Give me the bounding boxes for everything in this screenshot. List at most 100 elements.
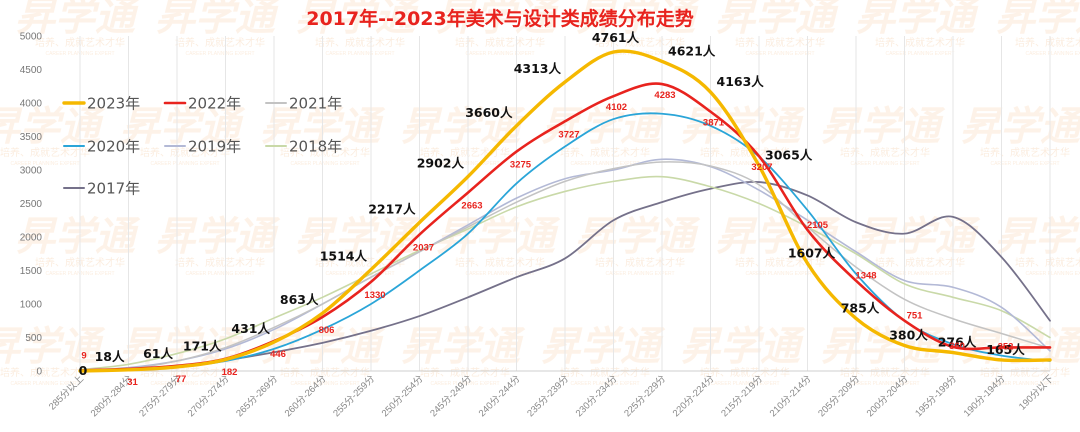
- series-line: [78, 49, 1052, 373]
- legend-item: 2020年: [63, 138, 140, 156]
- watermark-tagline: CAREER PLANNING EXPERT: [850, 161, 919, 167]
- series-lines: [78, 49, 1052, 373]
- watermark-tagline: CAREER PLANNING EXPERT: [990, 381, 1059, 387]
- data-label-2023: 380人: [889, 328, 928, 343]
- data-label-2023: 3660人: [465, 105, 513, 120]
- series-line: [79, 161, 1051, 372]
- y-tick-label: 5000: [20, 32, 43, 43]
- watermark-tagline: CAREER PLANNING EXPERT: [465, 271, 534, 277]
- watermark-logo: 昇学通: [575, 0, 701, 40]
- data-label-2022: 9: [81, 350, 86, 361]
- watermark-slogan: 培养、成就艺术才华: [280, 366, 370, 379]
- watermark-logo: 昇学通: [995, 0, 1080, 40]
- y-tick-label: 4000: [20, 99, 43, 110]
- data-label-2022: 806: [319, 325, 335, 336]
- watermark-tagline: CAREER PLANNING EXPERT: [570, 381, 639, 387]
- watermark-tagline: CAREER PLANNING EXPERT: [325, 51, 394, 57]
- series-2018年: [79, 175, 1051, 371]
- x-tick-label: 190分-194分: [962, 373, 1008, 419]
- data-label-2023: 2902人: [417, 156, 465, 171]
- data-label-2023: 3065人: [765, 148, 813, 163]
- watermark-slogan: 培养、成就艺术才华: [420, 366, 510, 379]
- watermark-slogan: 培养、成就艺术才华: [1015, 256, 1080, 269]
- x-tick-label: 200分-204分: [865, 373, 911, 419]
- series-line: [79, 158, 1051, 372]
- x-tick-label: 215分-219分: [719, 373, 765, 419]
- watermark-tagline: CAREER PLANNING EXPERT: [150, 381, 219, 387]
- watermark-logo: 昇学通: [0, 324, 106, 370]
- grid: [79, 36, 1051, 371]
- legend-item: 2023年: [62, 95, 140, 113]
- watermark-tagline: CAREER PLANNING EXPERT: [465, 51, 534, 57]
- data-label-2023: 18人: [95, 349, 125, 364]
- x-tick-label: 285分以上: [47, 373, 86, 412]
- watermark-logo: 昇学通: [400, 104, 526, 150]
- watermark-slogan: 培养、成就艺术才华: [875, 256, 965, 269]
- legend-label: 2020年: [87, 138, 140, 156]
- x-tick-label: 205分-209分: [816, 373, 862, 419]
- watermark-tagline: CAREER PLANNING EXPERT: [570, 161, 639, 167]
- data-label-2023: 4761人: [592, 30, 640, 45]
- watermark-logo: 昇学通: [855, 0, 981, 40]
- watermark-slogan: 培养、成就艺术才华: [560, 146, 650, 159]
- data-label-2022: 446: [270, 349, 286, 360]
- watermark-slogan: 培养、成就艺术才华: [280, 146, 370, 159]
- legend-label: 2019年: [188, 138, 241, 156]
- series-line: [79, 175, 1051, 371]
- watermark-logo: 昇学通: [540, 104, 666, 150]
- watermark-slogan: 培养、成就艺术才华: [0, 366, 90, 379]
- chart-title: 2017年--2023年美术与设计类成绩分布走势: [306, 7, 694, 30]
- watermark-logo: 昇学通: [295, 0, 421, 40]
- x-axis: 285分以上 280分-284分 275分-279分 270分-274分 265分-26…: [47, 373, 1056, 419]
- legend-label: 2021年: [289, 95, 342, 113]
- legend-label: 2018年: [289, 138, 342, 156]
- data-label-2022: 4283: [654, 90, 675, 101]
- watermark-tagline: CAREER PLANNING EXPERT: [430, 381, 499, 387]
- legend-item: 2022年: [163, 95, 241, 113]
- watermark-tagline: CAREER PLANNING EXPERT: [710, 381, 779, 387]
- watermark-slogan: 培养、成就艺术才华: [840, 146, 930, 159]
- watermark-logo: 昇学通: [120, 104, 246, 150]
- watermark-slogan: 培养、成就艺术才华: [1015, 36, 1080, 49]
- series-2023年: [78, 49, 1052, 373]
- watermark-slogan: 培养、成就艺术才华: [455, 256, 545, 269]
- data-label-2022: 1348: [855, 271, 876, 282]
- watermark-tagline: CAREER PLANNING EXPERT: [850, 381, 919, 387]
- data-label-2022: 2105: [807, 220, 829, 231]
- data-label-2022: 751: [907, 311, 924, 322]
- watermark-slogan: 培养、成就艺术才华: [700, 366, 790, 379]
- data-label-2022: 360: [949, 341, 965, 352]
- data-label-2022: 4102: [606, 102, 627, 113]
- data-label-2022: 2663: [461, 201, 482, 212]
- data-label-2023: 276人: [938, 335, 977, 350]
- data-label-2022: 3871: [703, 118, 725, 129]
- watermark-tagline: CAREER PLANNING EXPERT: [885, 271, 954, 277]
- watermark-tagline: CAREER PLANNING EXPERT: [1025, 271, 1080, 277]
- x-tick-label: 220分-224分: [671, 373, 717, 419]
- data-labels: 0 18人 61人 171人 431人 863人 1514人 2217人 2902人 3660人 4…: [79, 30, 1026, 388]
- y-tick-label: 4500: [20, 65, 43, 76]
- data-label-2023: 0: [79, 363, 88, 378]
- legend-label: 2017年: [87, 180, 140, 198]
- watermark-logo: 昇学通: [540, 324, 666, 370]
- watermark-tagline: CAREER PLANNING EXPERT: [605, 271, 674, 277]
- watermark-tagline: CAREER PLANNING EXPERT: [430, 161, 499, 167]
- watermark-tagline: CAREER PLANNING EXPERT: [885, 51, 954, 57]
- data-label-2023: 4313人: [514, 61, 562, 76]
- x-tick-label: 245分-249分: [428, 373, 474, 419]
- watermark-logo: 昇学通: [820, 324, 946, 370]
- y-tick-label: 2500: [20, 199, 43, 210]
- watermark-logo: 昇学通: [155, 0, 281, 40]
- watermark-slogan: 培养、成就艺术才华: [175, 36, 265, 49]
- watermark-tagline: CAREER PLANNING EXPERT: [150, 161, 219, 167]
- watermark-tagline: CAREER PLANNING EXPERT: [290, 381, 359, 387]
- watermark-logo: 昇学通: [680, 324, 806, 370]
- data-label-2022: 3727: [558, 129, 579, 140]
- legend-item: 2021年: [265, 95, 342, 113]
- data-label-2022: 182: [222, 367, 238, 378]
- watermark-logo: 昇学通: [680, 104, 806, 150]
- data-label-2023: 2217人: [368, 201, 416, 216]
- watermark-logo: 昇学通: [155, 214, 281, 260]
